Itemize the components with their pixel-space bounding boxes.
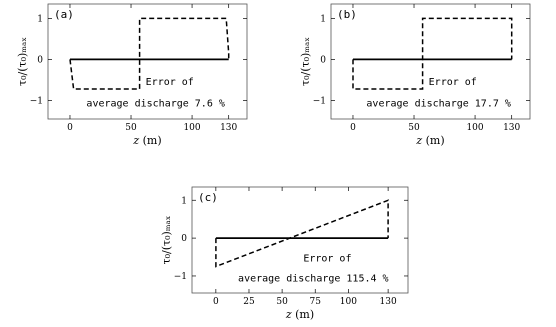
x-tick-label: 100 [466,123,483,133]
x-tick-label: 100 [340,297,357,307]
annotation-line-2: average discharge 115.4 % [238,274,389,285]
y-tick-label: −1 [313,97,326,107]
x-tick-label: 130 [220,123,237,133]
plot-frame [330,3,531,120]
annotation-line-1: Error of [146,77,194,88]
x-tick-label: 0 [350,123,356,133]
chart-panel-1: (a) 0 50 100 130 −1 0 1 z (m) τ₀/(τ₀)ₘₐₓ Error of a… [16,3,248,147]
y-tick-label: −1 [174,272,187,282]
chart-panel-3: (c) 0 25 50 75 100 130 −1 0 1 z (m) τ₀/(τ₀)ₘₐₓ Error… [160,186,409,321]
x-tick-label: 0 [213,297,219,307]
annotation-line-2: average discharge 17.7 % [366,99,511,110]
plot-frame [191,186,409,294]
panel-label: (a) [54,8,74,21]
series-line-dashed [352,17,513,90]
chart-panel-2: (b) 0 50 100 130 −1 0 1 z (m) τ₀/(τ₀)ₘₐₓ Error of a… [299,3,531,147]
x-axis-title: z (m) [285,308,314,321]
y-axis-title: τ₀/(τ₀)ₘₐₓ [299,37,312,86]
x-tick-label: 25 [243,297,255,307]
annotation-line-1: Error of [429,77,477,88]
x-tick-label: 100 [183,123,200,133]
y-axis-title: τ₀/(τ₀)ₘₐₓ [16,37,29,86]
y-tick-label: 0 [37,55,43,65]
series-line-dashed [215,199,389,268]
x-tick-label: 0 [67,123,73,133]
annotation-line-1: Error of [303,254,351,265]
x-axis-title: z (m) [415,134,444,147]
y-tick-label: 0 [320,55,326,65]
y-tick-label: 1 [320,14,326,24]
y-tick-label: 1 [37,14,43,24]
y-tick-label: −1 [30,97,43,107]
panel-label: (b) [337,8,357,21]
x-axis-title: z (m) [132,134,161,147]
x-tick-label: 50 [408,123,420,133]
plot-frame [47,3,248,120]
panel-label: (c) [198,191,218,204]
x-tick-label: 50 [125,123,137,133]
x-tick-label: 50 [276,297,288,307]
annotation-line-2: average discharge 7.6 % [86,99,224,110]
y-tick-label: 0 [181,234,187,244]
series-line-dashed [69,17,230,90]
y-tick-label: 1 [181,196,187,206]
x-tick-label: 75 [310,297,322,307]
x-tick-label: 130 [380,297,397,307]
x-tick-label: 130 [503,123,520,133]
y-axis-title: τ₀/(τ₀)ₘₐₓ [160,215,173,264]
